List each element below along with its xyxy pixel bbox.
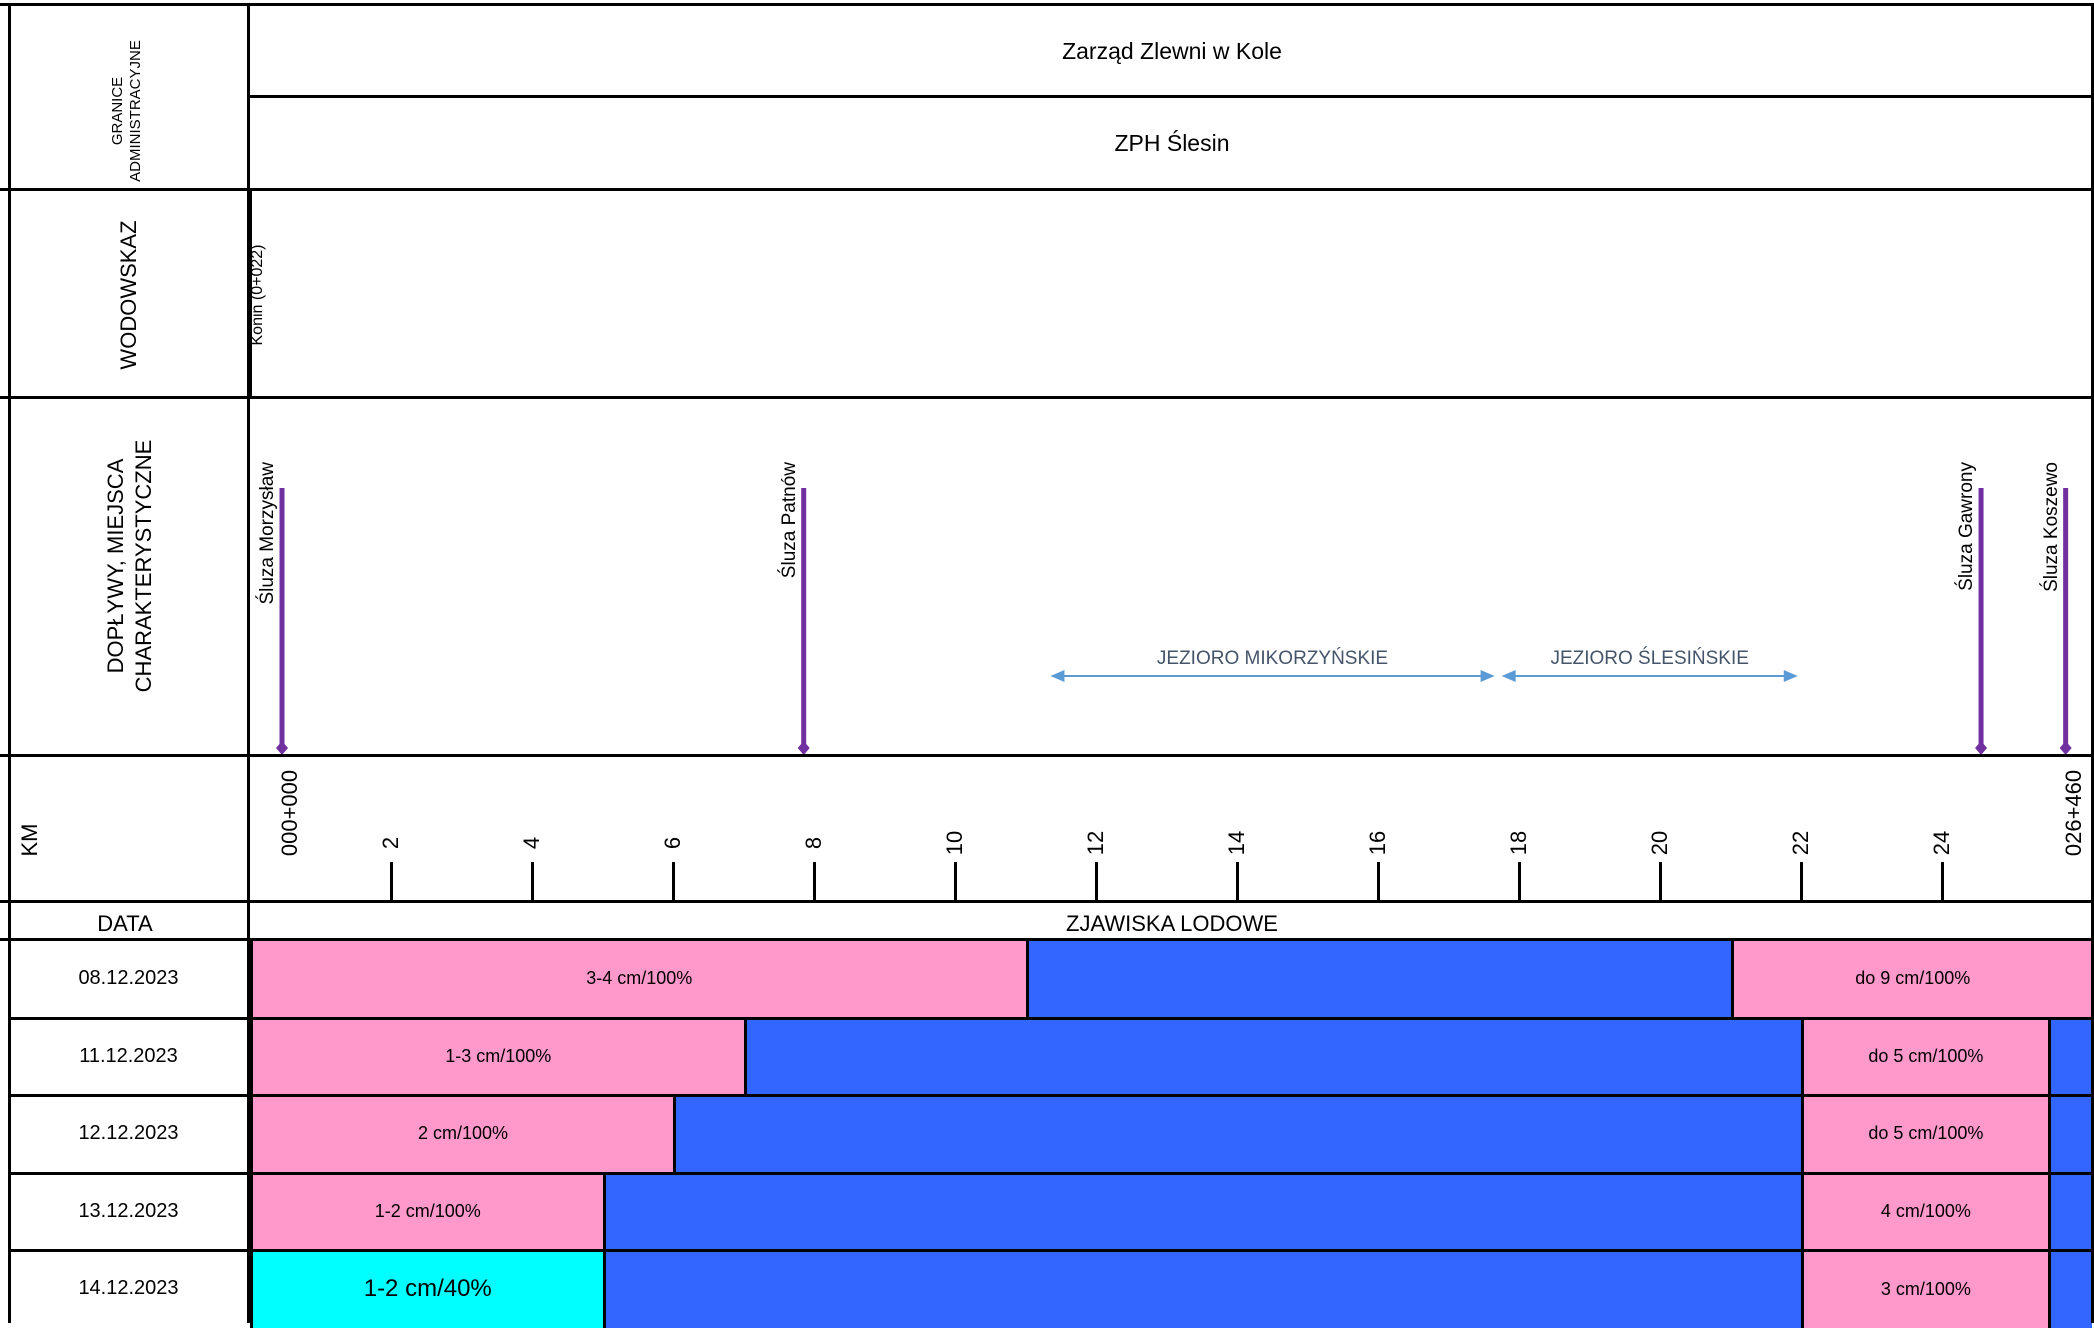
ice-segment: 4 cm/100%	[1801, 1172, 2048, 1251]
km-tick	[390, 862, 393, 902]
ice-segment	[673, 1095, 1801, 1173]
ice-segment: 3-4 cm/100%	[250, 940, 1026, 1018]
km-tick-label: 24	[1929, 830, 1954, 856]
km-tick	[1518, 862, 1521, 902]
place-label: Śluza Patnów	[778, 462, 800, 579]
ice-segment: do 5 cm/100%	[1801, 1017, 2048, 1096]
ice-segment: do 5 cm/100%	[1801, 1095, 2048, 1173]
km-tick-label: 12	[1083, 830, 1108, 856]
ice-segment	[2047, 1095, 2092, 1173]
ice-segment: 1-2 cm/40%	[250, 1250, 603, 1328]
row-date: 11.12.2023	[79, 1044, 178, 1067]
ice-segment: do 9 cm/100%	[1730, 940, 2092, 1018]
ice-segment	[2047, 1017, 2092, 1096]
km-tick	[672, 862, 675, 902]
admin-row-zph: ZPH Ślesin	[1114, 130, 1230, 156]
km-tick-label: 8	[801, 836, 826, 850]
grid-km-bottom	[0, 900, 2094, 903]
row-date: 14.12.2023	[78, 1277, 179, 1300]
lake-label: JEZIORO MIKORZYŃSKIE	[1156, 648, 1389, 669]
ice-segment	[602, 1250, 1801, 1328]
grid-gauge-bottom	[0, 396, 2094, 399]
row-separator	[8, 1094, 2094, 1097]
data-header: DATA	[97, 911, 153, 936]
ice-segment	[2047, 1250, 2092, 1328]
km-tick-label: 10	[942, 830, 967, 856]
km-tick	[1236, 862, 1239, 902]
km-end-label: 026+460	[2061, 769, 2086, 857]
place-label: Śluza Koszewo	[2040, 462, 2062, 592]
km-tick	[1095, 862, 1098, 902]
ice-segment: 1-3 cm/100%	[250, 1017, 744, 1096]
grid-right	[2091, 3, 2094, 1323]
place-marker	[2059, 488, 2072, 755]
km-tick	[1800, 862, 1803, 902]
row-separator	[8, 1172, 2094, 1175]
km-tick-label: 18	[1506, 830, 1531, 856]
row-separator	[8, 1249, 2094, 1252]
km-tick-label: 2	[378, 836, 403, 850]
gauge-marker-line	[250, 190, 252, 396]
km-tick-label: 20	[1647, 830, 1672, 856]
km-tick	[813, 862, 816, 902]
row-separator	[8, 1017, 2094, 1020]
place-label: Śluza Gawrony	[1956, 462, 1978, 591]
grid-admin-bottom	[0, 188, 2094, 191]
grid-col-split	[247, 3, 250, 1323]
place-marker	[797, 488, 810, 755]
row-date: 08.12.2023	[78, 967, 179, 989]
ice-segment: 1-2 cm/100%	[250, 1172, 603, 1251]
km-tick	[1377, 862, 1380, 902]
ice-segment: 2 cm/100%	[250, 1095, 673, 1173]
km-tick	[1659, 862, 1662, 902]
admin-row-zarzad: Zarząd Zlewni w Kole	[1062, 38, 1282, 64]
km-start-label: 000+000	[277, 769, 302, 857]
grid-header-bottom	[0, 938, 2094, 941]
row-date: 13.12.2023	[78, 1199, 179, 1222]
ice-segment	[1025, 940, 1731, 1018]
zjawiska-header: ZJAWISKA LODOWE	[1066, 911, 1278, 936]
place-marker	[1975, 488, 1988, 755]
km-tick-label: 16	[1365, 830, 1390, 856]
place-marker	[276, 488, 288, 755]
grid-left	[8, 3, 11, 1323]
km-tick	[531, 862, 534, 902]
km-tick-label: 22	[1788, 830, 1813, 856]
lake-label: JEZIORO ŚLESIŃSKIE	[1550, 648, 1749, 669]
ice-segment	[2047, 1172, 2092, 1251]
place-label: Śluza Morzysław	[257, 462, 278, 605]
ice-segment: 3 cm/100%	[1801, 1250, 2048, 1328]
ice-segment	[743, 1017, 1801, 1096]
km-tick-label: 14	[1224, 830, 1249, 856]
grid-admin-split	[248, 95, 2094, 98]
km-tick	[954, 862, 957, 902]
grid-places-bottom	[0, 754, 2094, 757]
lake-arrow	[1050, 670, 1495, 682]
lake-arrow	[1501, 670, 1798, 682]
km-tick	[1941, 862, 1944, 902]
km-tick-label: 4	[519, 836, 544, 850]
ice-segment	[602, 1172, 1801, 1251]
grid-top	[0, 3, 2094, 6]
km-tick-label: 6	[660, 836, 685, 850]
row-date: 12.12.2023	[78, 1122, 179, 1145]
